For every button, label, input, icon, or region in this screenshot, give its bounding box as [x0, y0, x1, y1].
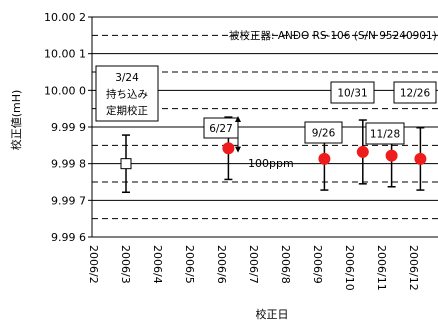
callout-label: 持ち込み: [106, 88, 148, 101]
callout-label: 3/24: [115, 72, 139, 84]
data-point-circle: [414, 152, 427, 165]
y-tick-label: 10.00 1: [44, 48, 86, 61]
callout-box: [393, 81, 437, 104]
y-tick-label: 10.00 0: [44, 84, 86, 97]
x-tick-label: 2006/7: [247, 245, 260, 284]
y-tick-label: 9.99 8: [51, 158, 86, 171]
y-tick-label: 9.99 6: [51, 231, 86, 244]
annotations: 被校正器: ANDO RS-106 (S/N 95240901) 100ppm: [226, 29, 437, 170]
span-label: 100ppm: [248, 157, 294, 170]
data-point-circle: [318, 152, 331, 165]
x-tick-label: 2006/10: [343, 245, 356, 291]
y-tick-labels: 10.00 2 10.00 1 10.00 0 9.99 9 9.99 8 9.99 7 9…: [44, 11, 92, 244]
x-tick-label: 2006/3: [119, 245, 132, 284]
x-tick-label: 2006/4: [151, 245, 164, 284]
callout-label: 定期校正: [106, 104, 148, 117]
data-point-square: [120, 158, 132, 170]
callout-box: [304, 121, 343, 144]
x-tick-label: 2006/6: [215, 245, 228, 284]
callout-box: [95, 65, 159, 122]
callout-label: 10/31: [337, 88, 367, 100]
x-axis-label: 校正日: [256, 307, 289, 321]
x-tick-labels: 2006/2 2006/3 2006/4 2006/5 2006/6 2006/7 2006…: [87, 245, 420, 291]
y-axis-label: 校正値(mH): [9, 90, 23, 151]
x-tick-label: 2006/8: [279, 245, 292, 284]
callout-label: 12/26: [400, 88, 431, 100]
callout-box: [365, 122, 405, 145]
y-tick-label: 10.00 2: [44, 11, 86, 24]
device-label-area: [226, 29, 416, 42]
data-points: [120, 142, 427, 170]
callout-box: [330, 81, 375, 104]
span-arrow-head-up: [235, 116, 241, 122]
x-tick-label: 2006/12: [407, 245, 420, 291]
callout-label: 11/28: [370, 129, 400, 141]
callout-label: 9/26: [312, 128, 336, 140]
span-arrow-head-down: [235, 146, 241, 153]
y-tick-label: 9.99 9: [51, 121, 86, 134]
callout-label: 6/27: [209, 123, 233, 135]
device-label: 被校正器: ANDO RS-106 (S/N 95240901): [229, 29, 437, 42]
data-point-circle: [222, 142, 235, 155]
x-tick-label: 2006/2: [87, 245, 100, 284]
y-tick-label: 9.99 7: [51, 194, 86, 207]
x-tick-label: 2006/11: [375, 245, 388, 291]
x-tick-label: 2006/9: [311, 245, 324, 284]
data-point-circle: [356, 145, 369, 158]
x-tick-label: 2006/5: [183, 245, 196, 284]
data-point-circle: [385, 149, 398, 162]
